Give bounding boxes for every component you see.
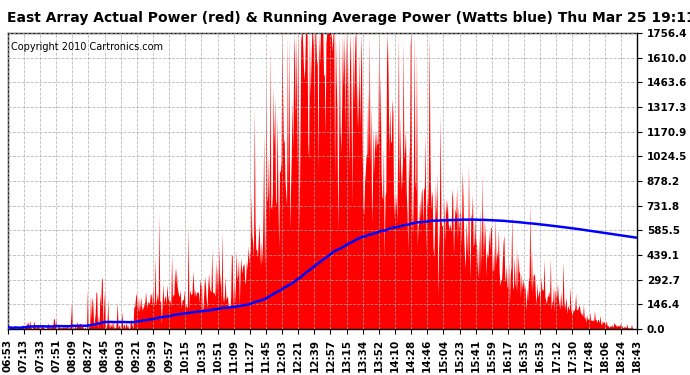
Text: East Array Actual Power (red) & Running Average Power (Watts blue) Thu Mar 25 19: East Array Actual Power (red) & Running … (7, 11, 690, 25)
Text: Copyright 2010 Cartronics.com: Copyright 2010 Cartronics.com (11, 42, 163, 52)
